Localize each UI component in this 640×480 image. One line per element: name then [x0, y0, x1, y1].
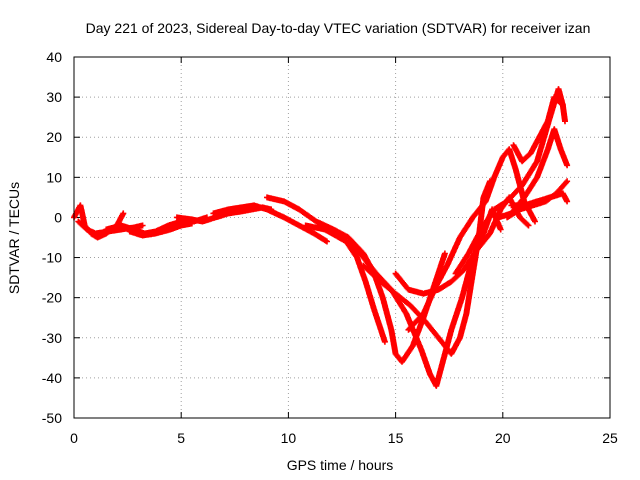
series-arc-15	[510, 94, 566, 165]
y-tick-label: -30	[42, 330, 62, 346]
series-markers	[210, 202, 330, 245]
x-tick-label: 25	[602, 430, 618, 446]
y-tick-label: 10	[46, 169, 62, 185]
x-tick-label: 20	[495, 430, 511, 446]
x-tick-label: 5	[177, 430, 185, 446]
x-tick-label: 15	[388, 430, 404, 446]
x-tick-label: 0	[70, 430, 78, 446]
y-tick-label: 30	[46, 89, 62, 105]
data-series	[71, 86, 571, 389]
series-markers	[126, 220, 195, 239]
chart-title: Day 221 of 2023, Sidereal Day-to-day VTE…	[86, 20, 591, 36]
series-arc-17	[508, 190, 571, 209]
x-axis-label: GPS time / hours	[287, 457, 394, 473]
plot-frame	[73, 56, 611, 419]
y-tick-label: 0	[54, 209, 62, 225]
y-tick-label: -10	[42, 250, 62, 266]
y-tick-label: -40	[42, 370, 62, 386]
x-tick-label: 10	[281, 430, 297, 446]
y-tick-label: 20	[46, 129, 62, 145]
series-arc-12	[405, 146, 538, 333]
series-arc-6	[210, 202, 330, 245]
y-tick-label: 40	[46, 49, 62, 65]
axis-ticks: 0 5 10 15 20 25 -50 -40 -30 -20 -10 0 10 20 30 40	[42, 49, 618, 446]
y-tick-label: -20	[42, 290, 62, 306]
y-axis-label: SDTVAR / TECUs	[6, 182, 22, 294]
grid	[74, 57, 610, 418]
series-markers	[510, 94, 566, 165]
series-markers	[508, 190, 571, 209]
series-markers	[405, 146, 538, 333]
series-arc-4	[126, 220, 195, 239]
y-tick-label: -50	[42, 410, 62, 426]
